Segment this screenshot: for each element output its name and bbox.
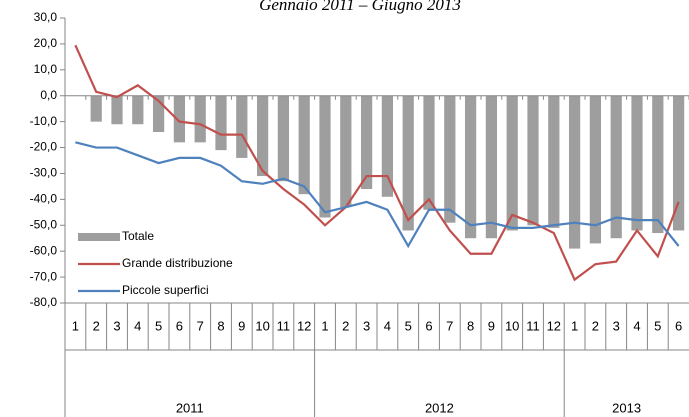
line-series (74, 44, 680, 282)
y-tick-label: -60,0 (30, 243, 58, 257)
x-tick-label: 3 (613, 318, 620, 333)
bar (215, 95, 227, 151)
bar (132, 95, 144, 125)
bar (256, 95, 269, 177)
x-tick-label: 5 (155, 318, 162, 333)
x-tick-label: 7 (197, 318, 204, 333)
bar (548, 95, 560, 228)
x-tick-label: 4 (633, 318, 640, 333)
bar (568, 95, 581, 249)
y-tick-label: -50,0 (30, 217, 58, 231)
line-series (75, 141, 680, 249)
x-tick-label: 2 (592, 318, 599, 333)
y-tick-label: -10,0 (30, 114, 58, 128)
x-tick-label: 10 (255, 318, 269, 333)
x-tick-label: 11 (277, 318, 291, 333)
y-tick-label: 30,0 (34, 10, 58, 24)
bar (340, 95, 352, 208)
bar (152, 95, 165, 132)
x-tick-label: 12 (547, 318, 561, 333)
bar (194, 95, 206, 143)
y-tick-label: 20,0 (34, 36, 58, 50)
y-tick-label: -20,0 (30, 140, 58, 154)
bar (298, 95, 310, 195)
bar (173, 95, 186, 143)
x-tick-label: 1 (571, 318, 578, 333)
bar (672, 95, 685, 231)
bar (423, 95, 435, 210)
bar (319, 95, 331, 218)
x-group-label: 2013 (612, 400, 641, 415)
x-tick-label: 6 (425, 318, 432, 333)
bar (652, 95, 664, 234)
y-tick-label: -70,0 (30, 269, 58, 283)
bar (527, 95, 539, 226)
bar (506, 95, 518, 231)
x-tick-label: 5 (405, 318, 412, 333)
y-tick-label: 10,0 (34, 62, 58, 76)
x-group-label: 2011 (176, 400, 204, 415)
y-tick-label: -80,0 (30, 295, 58, 309)
x-tick-label: 4 (384, 318, 391, 333)
x-tick-label: 2 (342, 318, 349, 333)
bar (277, 95, 290, 182)
x-tick-label: 7 (446, 318, 453, 333)
x-tick-label: 9 (238, 318, 245, 333)
bar (111, 95, 123, 125)
legend-label: Piccole superfici (122, 283, 209, 297)
bar (610, 95, 622, 239)
x-tick-label: 6 (176, 318, 183, 333)
y-tick-label: -40,0 (30, 192, 58, 206)
bar (464, 95, 477, 239)
x-tick-label: 3 (363, 318, 370, 333)
legend-swatch (78, 233, 120, 241)
bar (485, 95, 498, 239)
bar (236, 95, 248, 158)
y-tick-label: 0,0 (40, 88, 57, 102)
chart-title: Gennaio 2011 – Giugno 2013 (259, 0, 461, 14)
x-tick-label: 2 (93, 318, 100, 333)
x-tick-label: 1 (72, 318, 79, 333)
x-tick-label: 10 (505, 318, 519, 333)
x-tick-label: 1 (321, 318, 328, 333)
x-tick-label: 4 (134, 318, 141, 333)
x-tick-label: 8 (217, 318, 224, 333)
bar (402, 95, 414, 231)
bar (631, 95, 643, 231)
x-tick-label: 11 (526, 318, 540, 333)
x-tick-label: 3 (113, 318, 120, 333)
x-tick-label: 8 (467, 318, 474, 333)
y-tick-label: -30,0 (30, 166, 58, 180)
legend-label: Grande distribuzione (122, 256, 233, 270)
x-tick-label: 12 (297, 318, 311, 333)
x-group-label: 2012 (425, 400, 454, 415)
bar (589, 95, 602, 244)
x-tick-label: 9 (488, 318, 495, 333)
x-tick-label: 6 (675, 318, 682, 333)
x-tick-label: 5 (654, 318, 661, 333)
bar (90, 95, 102, 122)
bar (381, 95, 394, 197)
bar (360, 95, 373, 189)
legend-label: Totale (122, 229, 154, 243)
bar (444, 95, 456, 223)
